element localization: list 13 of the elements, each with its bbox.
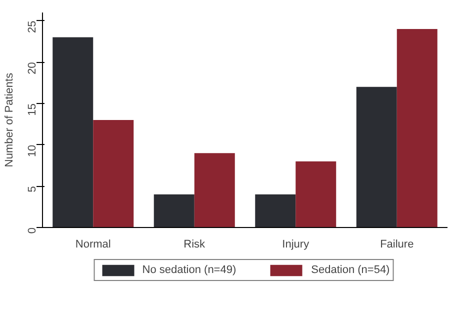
y-axis-title: Number of Patients <box>4 72 16 168</box>
x-tick-label: Risk <box>184 238 206 250</box>
x-tick-label: Failure <box>380 238 414 250</box>
legend-label: Sedation (n=54) <box>311 264 390 276</box>
y-tick-label: 0 <box>26 227 38 234</box>
x-tick-label: Injury <box>282 238 310 250</box>
y-tick-label: 25 <box>26 20 38 34</box>
legend-label: No sedation (n=49) <box>142 264 236 276</box>
y-tick-label: 5 <box>26 186 38 192</box>
x-tick-label: Normal <box>75 238 111 250</box>
y-tick-label: 15 <box>26 103 38 116</box>
y-tick-label: 10 <box>26 144 38 158</box>
y-tick-label: 20 <box>26 62 38 74</box>
